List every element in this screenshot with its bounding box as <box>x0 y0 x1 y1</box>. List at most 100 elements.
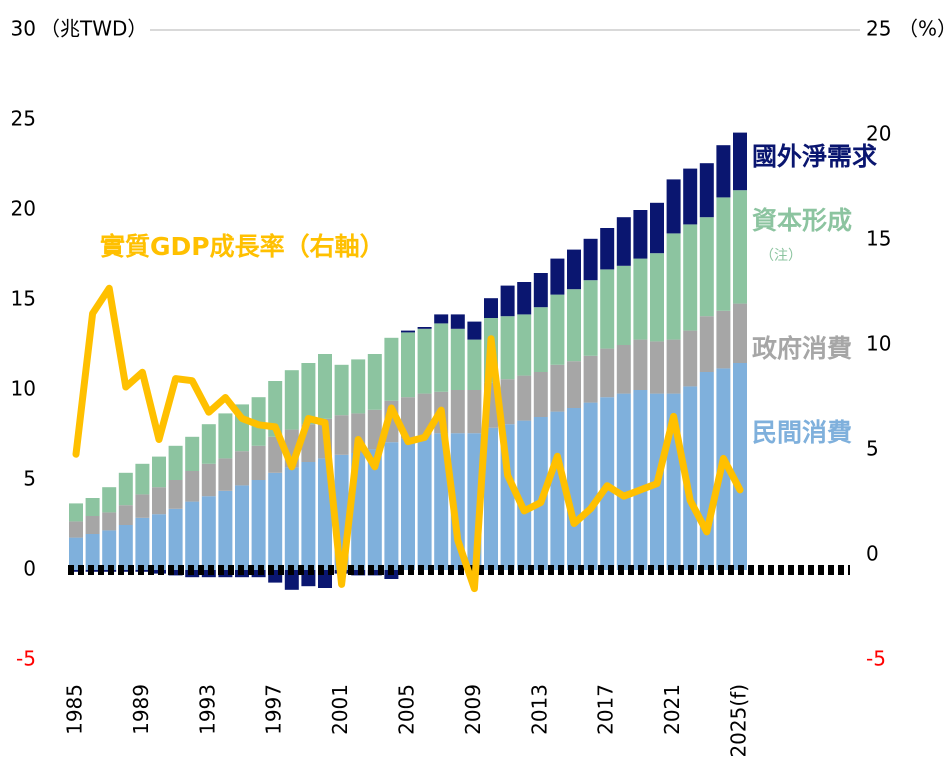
bar-segment <box>517 314 532 376</box>
bar-segment <box>251 445 266 480</box>
bar-segment <box>484 427 498 570</box>
legend-capital: 資本形成 <box>752 206 852 235</box>
x-tick-label: 2025(f) <box>727 684 751 758</box>
bar-segment <box>567 361 581 408</box>
y2-tick-label: 10 <box>866 332 891 356</box>
legend-net-exports: 國外淨需求 <box>752 142 877 171</box>
x-tick-label: 2021 <box>660 684 684 735</box>
bar-segment <box>567 408 581 570</box>
bar-segment <box>550 364 565 412</box>
y-tick-label: 15 <box>11 287 36 311</box>
bar-segment <box>450 390 465 434</box>
bar-segment <box>69 537 83 570</box>
bar-segment <box>716 197 731 311</box>
bar-segment <box>467 321 482 340</box>
bar-segment <box>102 512 117 531</box>
bar-segment <box>500 379 515 425</box>
bar-segment <box>417 435 432 570</box>
x-tick-label: 1985 <box>63 684 87 735</box>
bar-segment <box>284 370 299 430</box>
bar-segment <box>251 480 266 570</box>
y2-tick-label: -5 <box>866 647 886 671</box>
bar-segment <box>152 514 166 570</box>
bar-segment <box>218 413 233 459</box>
bar-segment <box>185 436 200 471</box>
bar-segment <box>450 328 465 390</box>
bar-segment <box>367 354 382 410</box>
bar-segment <box>733 363 747 570</box>
bar-segment <box>666 233 681 340</box>
bar-segment <box>135 494 150 518</box>
y-tick-label: 25 <box>11 107 36 131</box>
bar-segment <box>533 372 548 417</box>
bar-segment <box>633 390 648 570</box>
bar-segment <box>500 285 515 317</box>
bar-segment <box>600 348 615 398</box>
bar-segment <box>168 480 183 509</box>
y-tick-label: 0 <box>23 557 36 581</box>
bar-segment <box>152 487 166 515</box>
bar-segment <box>102 530 117 570</box>
bar-segment <box>201 496 216 570</box>
bar-segment <box>185 501 200 570</box>
bar-segment <box>218 570 233 578</box>
bar-segment <box>168 508 183 570</box>
x-tick-label: 2001 <box>328 684 352 735</box>
bar-segment <box>616 393 631 570</box>
y2-tick-label: 15 <box>866 227 891 251</box>
bar-segment <box>235 451 249 486</box>
y-unit: （兆TWD） <box>40 17 147 41</box>
bar-segment <box>583 402 598 570</box>
bar-segment <box>699 217 714 317</box>
y2-tick-label: 5 <box>866 437 879 461</box>
bar-segment <box>118 505 133 525</box>
y2-unit: （%） <box>898 17 946 41</box>
bar-segment <box>716 310 731 369</box>
bar-segment <box>284 467 299 570</box>
legend-private: 民間消費 <box>752 418 852 447</box>
bar-segment <box>616 217 631 266</box>
bar-segment <box>235 485 249 570</box>
x-tick-label: 1989 <box>129 684 153 735</box>
bar-segment <box>666 179 681 234</box>
bar-segment <box>450 314 465 329</box>
bar-segment <box>384 442 399 570</box>
bar-segment <box>417 328 432 394</box>
bar-segment <box>401 330 415 333</box>
bar-segment <box>268 381 283 437</box>
bar-segment <box>367 409 382 450</box>
bar-segment <box>683 386 698 570</box>
bar-segment <box>733 132 747 191</box>
bar-segment <box>733 190 747 304</box>
bar-segment <box>118 472 133 506</box>
bar-segment <box>118 525 133 570</box>
line <box>72 284 744 593</box>
bar-segment <box>467 390 482 434</box>
bar-segment <box>616 265 631 345</box>
y-tick-label: 20 <box>11 197 36 221</box>
bar-segment <box>683 224 698 331</box>
bar-segment <box>550 258 565 295</box>
bar-segment <box>201 463 216 497</box>
bar-segment <box>716 145 731 198</box>
bar-segment <box>85 498 100 516</box>
legend-gdp: 實質GDP成長率（右軸） <box>100 232 385 261</box>
bar-segment <box>517 375 532 421</box>
bar-segment <box>135 517 150 570</box>
bar-segment <box>633 339 648 390</box>
bar-segment <box>185 471 200 502</box>
bar-segment <box>434 314 449 324</box>
bar-segment <box>351 359 366 414</box>
bar-segment <box>484 298 498 318</box>
x-tick-label: 2009 <box>461 684 485 735</box>
bar-segment <box>301 363 316 425</box>
bar-segment <box>699 316 714 372</box>
bar-segment <box>533 273 548 308</box>
bar-segment <box>135 463 150 495</box>
bar-segment <box>733 303 747 363</box>
bar-segment <box>633 210 648 259</box>
x-tick-label: 2017 <box>594 684 618 735</box>
bar-segment <box>650 341 664 394</box>
bar-segment <box>168 570 183 576</box>
